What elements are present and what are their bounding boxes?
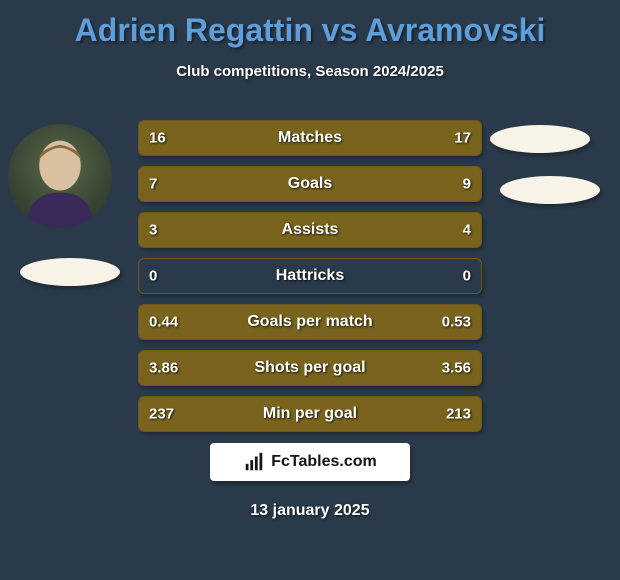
stat-fill-right (289, 167, 481, 201)
stat-row: 0.44Goals per match0.53 (138, 304, 482, 340)
stat-fill-left (139, 397, 320, 431)
branding-text: FcTables.com (271, 453, 377, 471)
stat-fill-right (293, 305, 481, 339)
stat-fill-left (139, 167, 289, 201)
snapshot-date: 13 january 2025 (0, 502, 620, 520)
comparison-subtitle: Club competitions, Season 2024/2025 (0, 63, 620, 80)
avatar-placeholder-icon (8, 124, 112, 228)
stats-container: 16Matches17 7Goals9 3Assists4 0Hattricks0 0.… (138, 120, 482, 442)
stat-fill-left (139, 305, 293, 339)
stat-fill-left (139, 351, 317, 385)
stat-fill-right (320, 397, 481, 431)
stat-fill-left (139, 213, 286, 247)
stat-fill-right (303, 121, 481, 155)
stat-row: 16Matches17 (138, 120, 482, 156)
stat-row: 3.86Shots per goal3.56 (138, 350, 482, 386)
player-left-avatar (8, 124, 112, 228)
stat-fill-right (286, 213, 481, 247)
stat-fill-right (317, 351, 481, 385)
stat-value-left: 0 (149, 268, 157, 285)
player-right-avatar-oval (490, 125, 590, 153)
player-left-name-oval (20, 258, 120, 286)
branding-badge: FcTables.com (210, 443, 410, 481)
stat-label: Hattricks (139, 267, 481, 285)
player-right-name-oval (500, 176, 600, 204)
stat-row: 7Goals9 (138, 166, 482, 202)
stat-row: 3Assists4 (138, 212, 482, 248)
stat-row: 0Hattricks0 (138, 258, 482, 294)
chart-icon (243, 451, 265, 473)
comparison-title: Adrien Regattin vs Avramovski (0, 0, 620, 49)
stat-row: 237Min per goal213 (138, 396, 482, 432)
stat-fill-left (139, 121, 303, 155)
stat-value-right: 0 (463, 268, 471, 285)
